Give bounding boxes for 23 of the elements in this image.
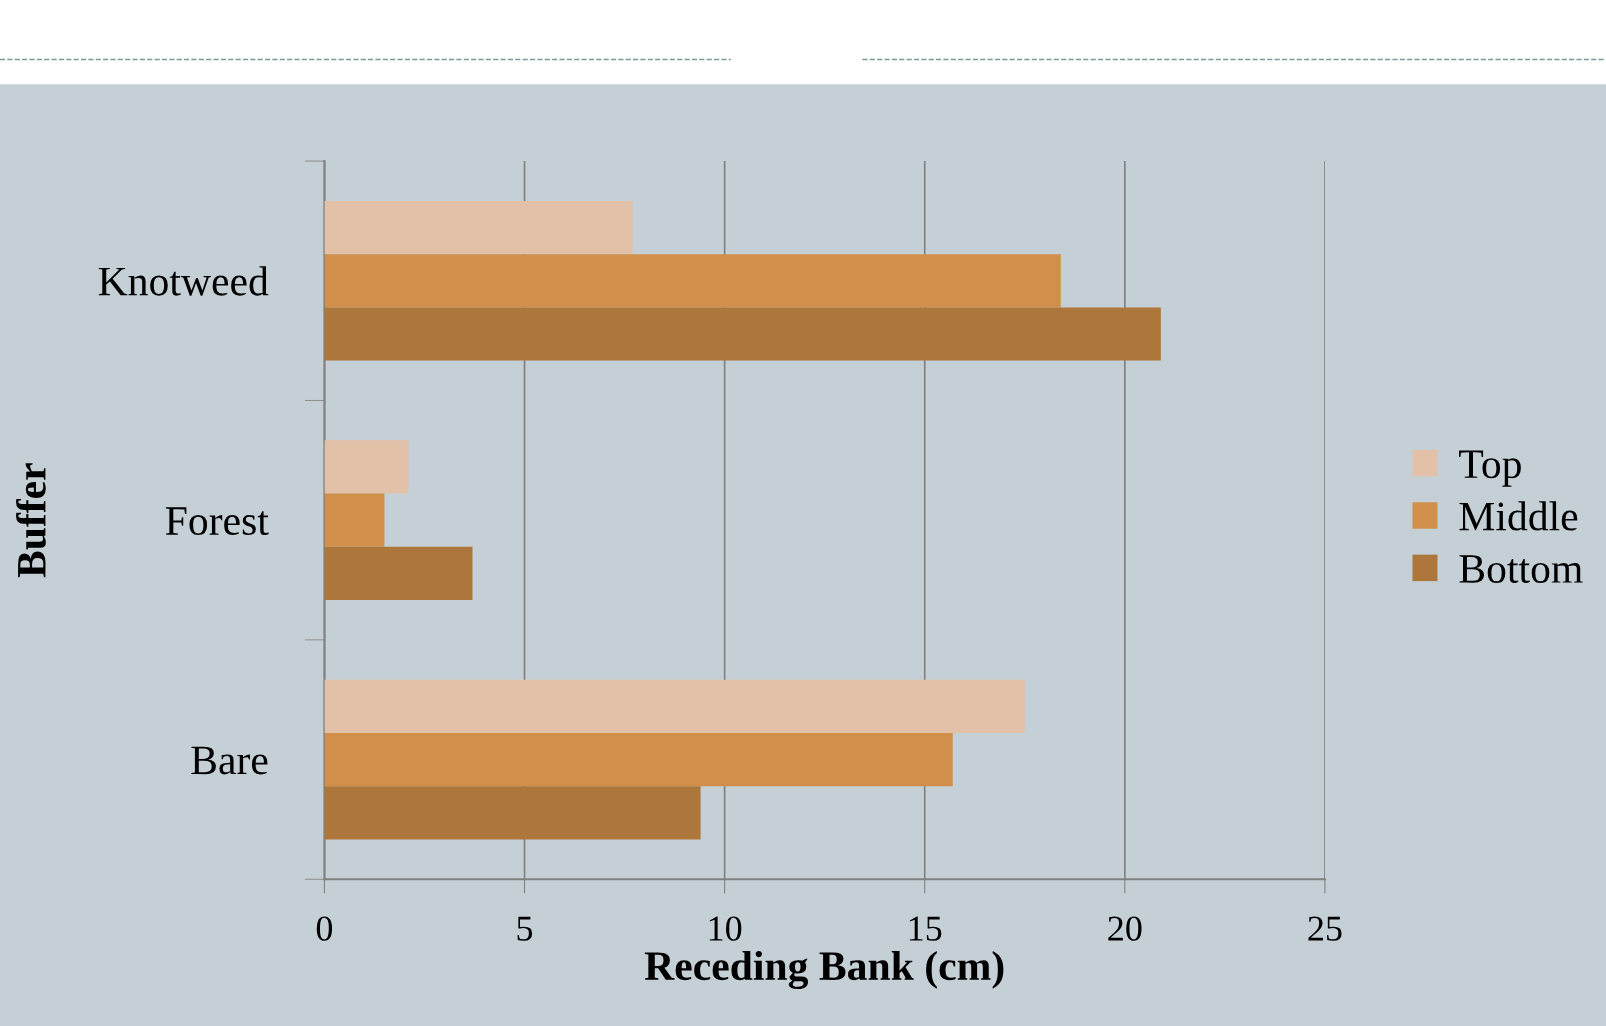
x-axis-title: Receding Bank (cm): [644, 950, 1004, 990]
legend-label: Middle: [1459, 501, 1578, 531]
bar: [324, 493, 385, 547]
x-tick-label: 15: [909, 916, 942, 941]
y-tick-label: Knotweed: [98, 266, 269, 296]
y-tick-label: Bare: [191, 746, 268, 775]
x-tick-label: 5: [517, 916, 533, 941]
bar: [324, 546, 473, 601]
bar: [324, 440, 409, 494]
x-tick-label: 0: [316, 916, 333, 941]
bar: [324, 200, 633, 255]
y-tick-label: Forest: [165, 507, 269, 536]
bar: [324, 679, 1025, 733]
x-tick-label: 20: [1108, 916, 1142, 941]
legend-label: Top: [1459, 450, 1521, 487]
x-tick-label: 25: [1308, 916, 1342, 941]
bar: [324, 254, 1061, 308]
legend-label: Bottom: [1459, 555, 1583, 583]
x-tick-label: 10: [709, 916, 742, 941]
y-axis-title: Buffer: [16, 463, 46, 578]
bar: [324, 786, 701, 840]
bar: [324, 307, 1161, 361]
bar: [324, 732, 953, 787]
